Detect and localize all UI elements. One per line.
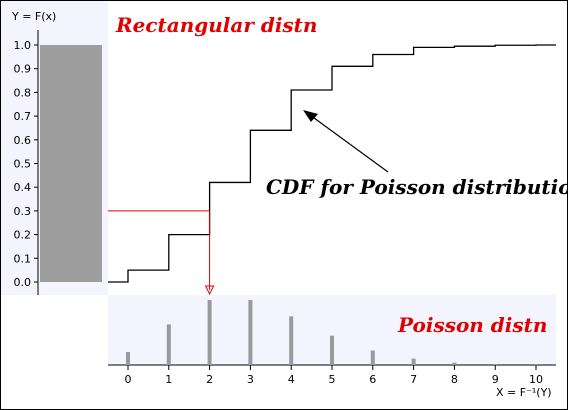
y-tick-label: 0.1 xyxy=(14,252,32,265)
poisson-bar xyxy=(330,335,334,365)
x-tick-label: 5 xyxy=(329,373,336,386)
y-tick-label: 1.0 xyxy=(14,39,32,52)
poisson-bar xyxy=(126,351,130,365)
poisson-bar xyxy=(248,300,253,365)
x-tick-label: 7 xyxy=(410,373,417,386)
annotation-arrowhead xyxy=(303,110,318,122)
x-tick-label: 8 xyxy=(451,373,458,386)
y-tick-label: 0.7 xyxy=(14,110,32,123)
x-tick-label: 6 xyxy=(369,373,376,386)
inverse-cdf-guide-line xyxy=(108,210,211,290)
y-tick-label: 0.9 xyxy=(14,63,32,76)
x-axis-label: X = F⁻¹(Y) xyxy=(496,386,552,399)
x-tick-label: 1 xyxy=(165,373,172,386)
poisson-bar xyxy=(452,362,457,365)
annotation-arrow-line xyxy=(309,114,389,173)
cdf-step-line xyxy=(108,44,556,283)
y-axis-label: Y = F(x) xyxy=(11,10,56,23)
y-tick-label: 0.2 xyxy=(14,229,32,242)
cdf-annotation-label: CDF for Poisson distribution xyxy=(266,175,568,199)
y-tick-label: 0.5 xyxy=(14,158,32,171)
guide-arrowhead xyxy=(204,285,215,296)
poisson-bar xyxy=(289,316,294,365)
poisson-bar xyxy=(493,364,498,365)
poisson-bar xyxy=(534,364,538,365)
poisson-bar xyxy=(166,324,171,365)
poisson-bar xyxy=(370,350,375,365)
y-tick-label: 0.4 xyxy=(14,181,32,194)
y-tick-label: 0.6 xyxy=(14,134,32,147)
x-tick-label: 10 xyxy=(529,373,543,386)
y-tick-label: 0.0 xyxy=(14,276,32,289)
rectangular-density-block xyxy=(40,45,102,282)
rectangular-distn-label: Rectangular distn xyxy=(115,13,317,37)
y-tick-label: 0.8 xyxy=(14,86,32,99)
y-tick-group: 0.0 0.1 0.2 0.3 0.4 0.5 0.6 0.7 0.8 0.9 1.0 xyxy=(14,39,38,289)
x-tick-label: 4 xyxy=(288,373,295,386)
y-tick-label: 0.3 xyxy=(14,205,32,218)
x-tick-label: 0 xyxy=(125,373,132,386)
poisson-distn-label: Poisson distn xyxy=(397,313,547,337)
poisson-bar xyxy=(411,358,416,365)
x-tick-group: 0 1 2 3 4 5 6 7 8 9 10 xyxy=(125,365,543,386)
x-tick-label: 2 xyxy=(206,373,213,386)
x-tick-label: 3 xyxy=(247,373,254,386)
poisson-bar xyxy=(207,300,212,365)
x-tick-label: 9 xyxy=(492,373,499,386)
poisson-bars xyxy=(126,300,538,365)
